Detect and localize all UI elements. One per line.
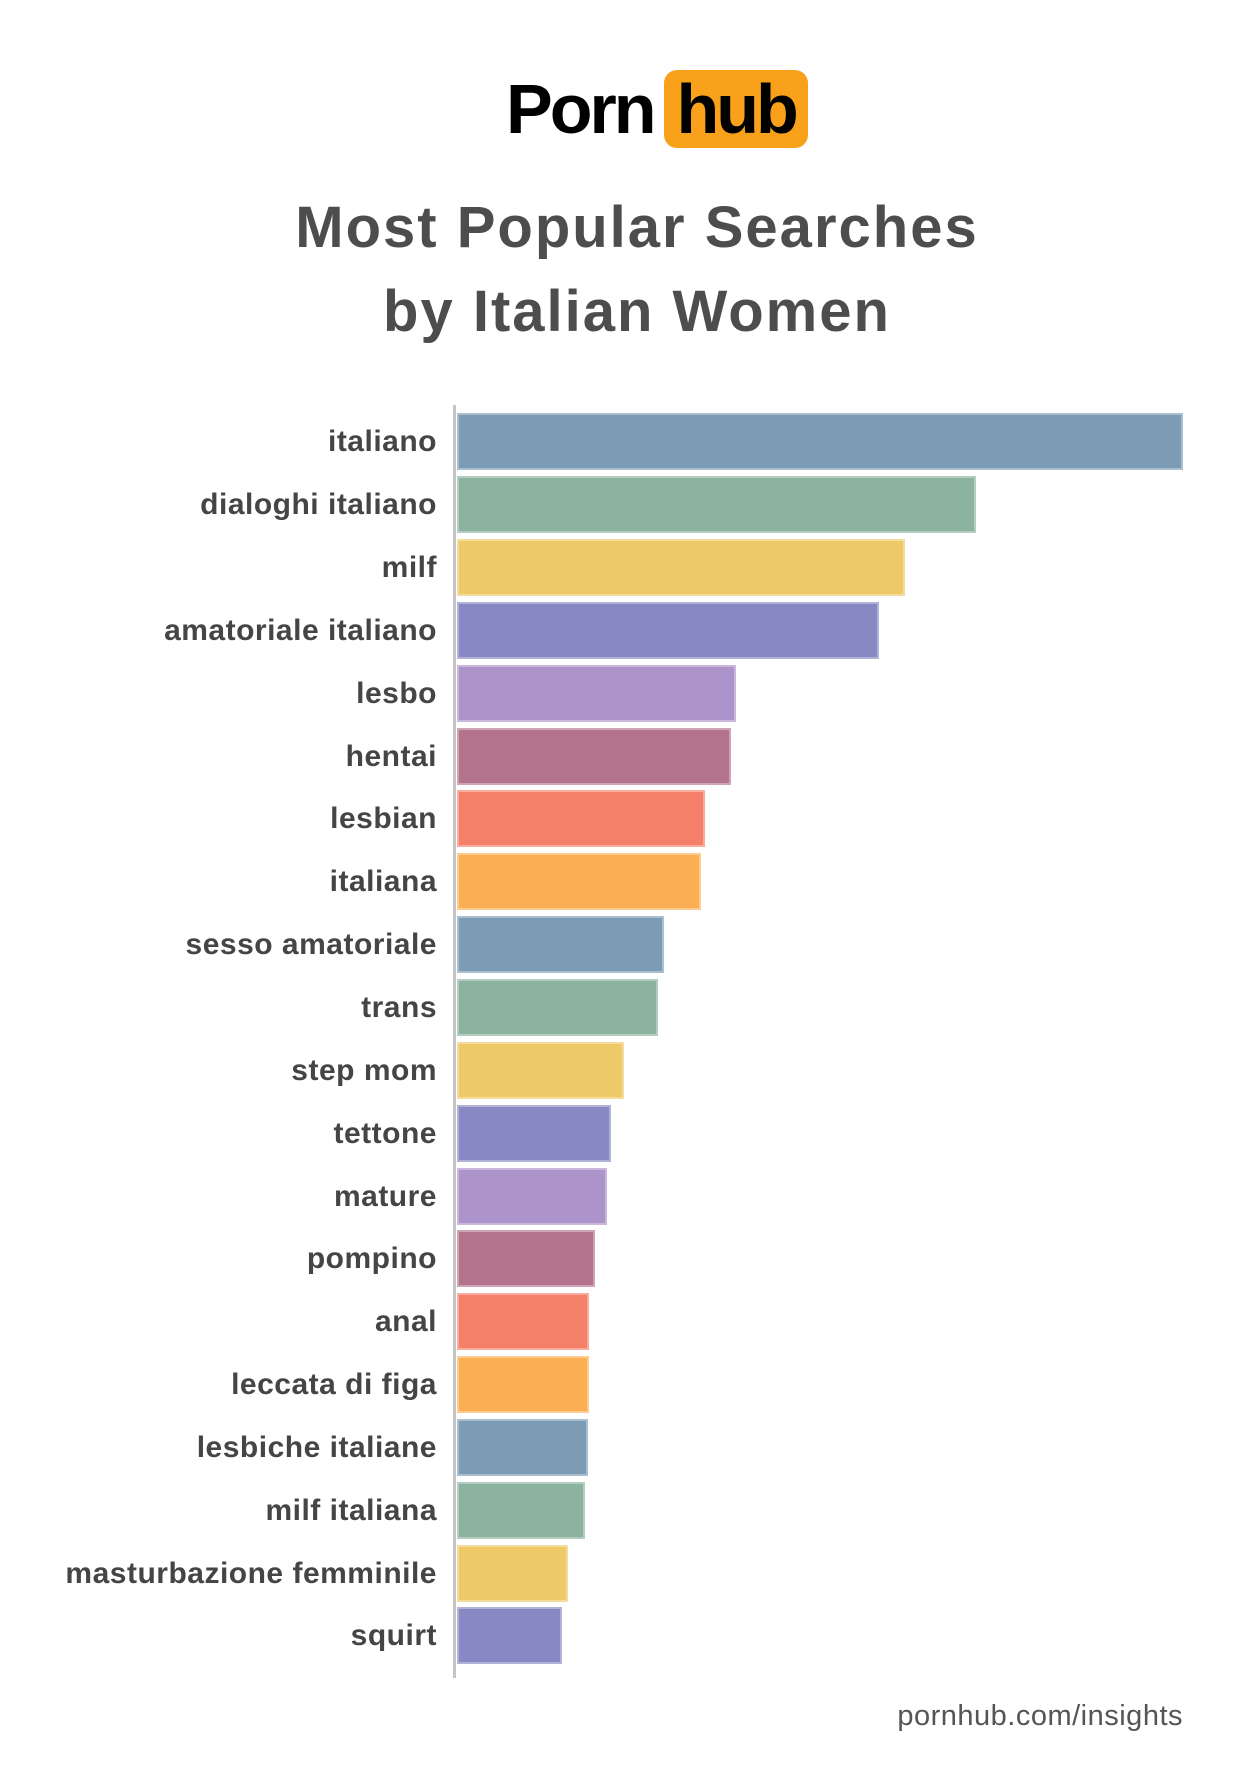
bar-row: italiano: [0, 413, 1240, 471]
title-line-1: Most Popular Searches: [295, 195, 979, 260]
bar: [457, 1104, 611, 1162]
bar-label: lesbo: [356, 676, 437, 710]
bar-row: sesso amatoriale: [0, 916, 1240, 974]
bar-row: squirt: [0, 1607, 1240, 1665]
footer-url: pornhub.com/insights: [897, 1700, 1183, 1732]
bar-label: lesbiche italiane: [196, 1430, 437, 1464]
bar-label: step mom: [291, 1053, 437, 1087]
bar-row: lesbo: [0, 664, 1240, 722]
bar: [457, 476, 977, 534]
bar-row: amatoriale italiano: [0, 601, 1240, 659]
bar: [457, 1544, 569, 1602]
bar: [457, 790, 706, 848]
bar-row: milf: [0, 539, 1240, 596]
bar-row: tettone: [0, 1104, 1240, 1162]
bar-label: anal: [374, 1305, 437, 1339]
bar-label: squirt: [350, 1619, 437, 1653]
bar-label: tettone: [333, 1116, 437, 1150]
bar-row: pompino: [0, 1230, 1240, 1288]
logo-badge: hub: [664, 70, 808, 148]
bar: [457, 1418, 588, 1476]
bar-row: masturbazione femminile: [0, 1544, 1240, 1602]
bar-label: italiano: [327, 425, 437, 459]
title-line-2: by Italian Women: [383, 279, 891, 344]
bar-label: pompino: [306, 1242, 437, 1276]
bar: [457, 1293, 590, 1351]
bar-label: italiana: [329, 865, 437, 899]
bar: [457, 727, 731, 785]
bar-label: hentai: [345, 739, 437, 773]
bar: [457, 1481, 585, 1539]
bar-row: italiana: [0, 853, 1240, 911]
pornhub-logo: Porn hub: [506, 68, 808, 150]
bar-label: dialoghi italiano: [200, 488, 437, 522]
bar-row: mature: [0, 1167, 1240, 1225]
bar: [457, 1041, 624, 1099]
bar-label: milf: [381, 551, 437, 584]
bar-label: trans: [361, 990, 437, 1024]
bar-row: hentai: [0, 727, 1240, 785]
bar-label: sesso amatoriale: [185, 928, 437, 962]
bar: [457, 413, 1183, 471]
bar: [457, 601, 879, 659]
logo-text-porn: Porn: [506, 70, 656, 148]
bar-row: milf italiana: [0, 1481, 1240, 1539]
bar: [457, 1167, 608, 1225]
bar-label: milf italiana: [265, 1493, 437, 1527]
bar-label: amatoriale italiano: [164, 613, 437, 647]
bar-label: lesbian: [330, 802, 437, 836]
logo-text-hub: hub: [676, 70, 798, 148]
bar-row: anal: [0, 1293, 1240, 1351]
bar: [457, 1607, 563, 1665]
bar: [457, 978, 659, 1036]
bar: [457, 1356, 590, 1414]
bar-row: leccata di figa: [0, 1356, 1240, 1414]
bar: [457, 539, 905, 596]
y-axis-line: [453, 405, 456, 1678]
bar-label: masturbazione femminile: [65, 1556, 437, 1590]
bar-row: step mom: [0, 1041, 1240, 1099]
page-title: Most Popular Searches by Italian Women: [17, 186, 1240, 354]
bar-row: trans: [0, 978, 1240, 1036]
bar-label: leccata di figa: [231, 1368, 437, 1402]
bar: [457, 664, 736, 722]
bar-label: mature: [333, 1179, 437, 1213]
bar-row: lesbiche italiane: [0, 1418, 1240, 1476]
bar: [457, 916, 664, 974]
bar: [457, 1230, 595, 1288]
bar: [457, 853, 701, 911]
bar-row: lesbian: [0, 790, 1240, 848]
bar-row: dialoghi italiano: [0, 476, 1240, 534]
